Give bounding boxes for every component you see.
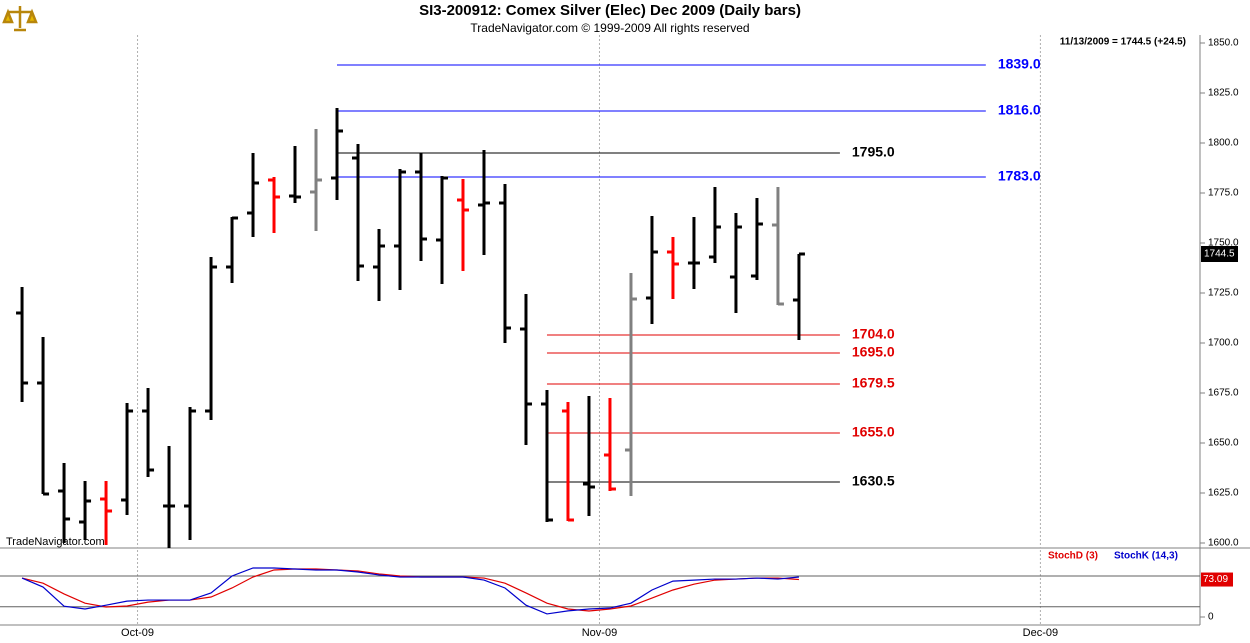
level-label: 1704.0 xyxy=(852,326,895,342)
logo xyxy=(2,2,38,34)
chart-subtitle: TradeNavigator.com © 1999-2009 All right… xyxy=(470,21,749,35)
x-tick-label: Dec-09 xyxy=(1023,627,1058,639)
level-label: 1630.5 xyxy=(852,473,895,489)
x-tick-label: Nov-09 xyxy=(582,627,617,639)
level-label: 1655.0 xyxy=(852,424,895,440)
y-tick-label: 1850.0 xyxy=(1208,38,1239,49)
level-label: 1695.0 xyxy=(852,344,895,360)
legend-entry: StochK (14,3) xyxy=(1114,551,1178,562)
last-price-label: 1744.5 xyxy=(1204,249,1235,260)
last-value-box xyxy=(1201,572,1233,587)
x-tick-label: Oct-09 xyxy=(121,627,154,639)
stoch-line xyxy=(21,567,800,615)
last-value-label: 73.09 xyxy=(1203,574,1228,585)
y-tick-label: 1775.0 xyxy=(1208,188,1239,199)
y-tick-label: 1650.0 xyxy=(1208,438,1239,449)
level-label: 1816.0 xyxy=(998,102,1041,118)
y-tick-label: 1800.0 xyxy=(1208,138,1239,149)
y-tick-label: 1625.0 xyxy=(1208,488,1239,499)
watermark: TradeNavigator.com xyxy=(6,536,105,548)
level-label: 1783.0 xyxy=(998,168,1041,184)
y-tick-label: 1825.0 xyxy=(1208,88,1239,99)
y-tick-label: 0 xyxy=(1208,612,1214,623)
y-tick-label: 1750.0 xyxy=(1208,238,1239,249)
legend-entry: StochD (3) xyxy=(1048,551,1098,562)
y-tick-label: 1675.0 xyxy=(1208,388,1239,399)
level-label: 1795.0 xyxy=(852,144,895,160)
chart-title: SI3-200912: Comex Silver (Elec) Dec 2009… xyxy=(419,2,801,19)
level-label: 1839.0 xyxy=(998,56,1041,72)
level-label: 1679.5 xyxy=(852,375,895,391)
y-tick-label: 1600.0 xyxy=(1208,538,1239,549)
last-bar-annotation: 11/13/2009 = 1744.5 (+24.5) xyxy=(1060,37,1186,48)
y-tick-label: 1700.0 xyxy=(1208,338,1239,349)
y-tick-label: 1725.0 xyxy=(1208,288,1239,299)
last-price-box xyxy=(1201,246,1238,262)
